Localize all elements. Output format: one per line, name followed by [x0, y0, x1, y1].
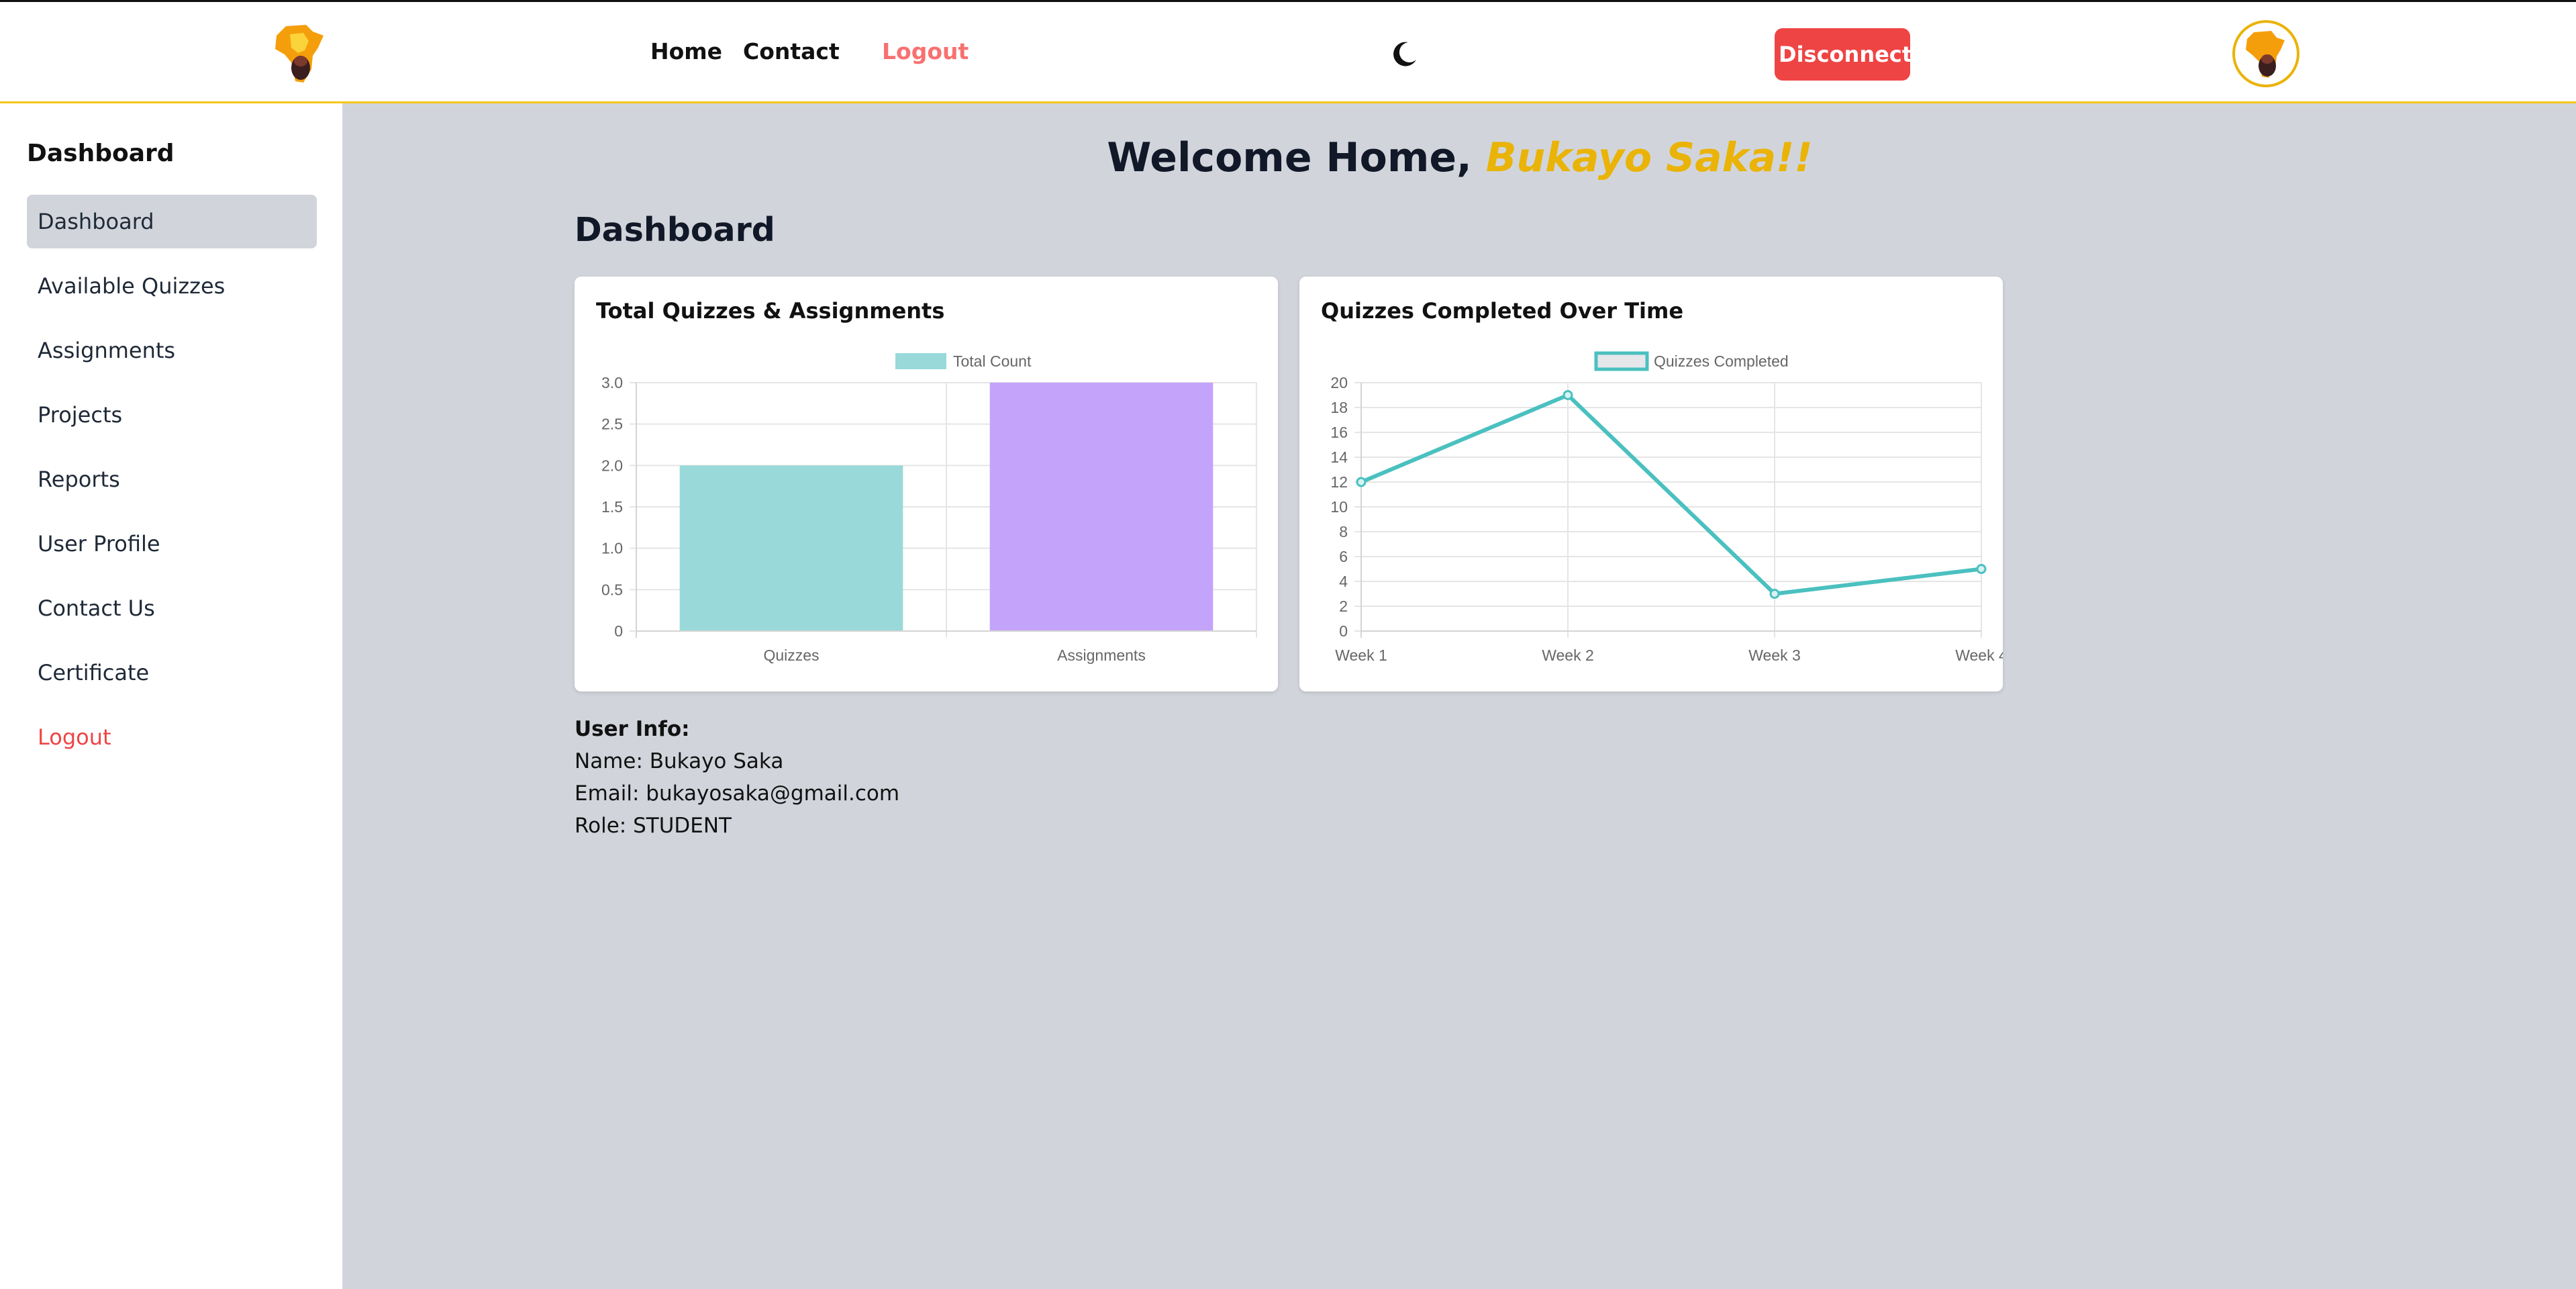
nav-logout-link[interactable]: Logout — [882, 38, 969, 64]
welcome-heading: Welcome Home, Bukayo Saka!! — [344, 134, 2576, 181]
x-tick-label: Week 4 — [1955, 647, 2003, 664]
data-point — [1563, 390, 1573, 400]
nav-home-link[interactable]: Home — [650, 38, 723, 64]
sidebar-item-dashboard[interactable]: Dashboard — [27, 195, 317, 248]
user-info-name: Name: Bukayo Saka — [575, 749, 784, 773]
page-title: Dashboard — [575, 211, 775, 249]
sidebar-item-reports[interactable]: Reports — [38, 467, 120, 492]
legend-swatch — [895, 353, 946, 369]
sidebar-item-assignments[interactable]: Assignments — [38, 338, 176, 363]
y-tick-label: 12 — [1330, 473, 1348, 491]
y-tick-label: 2 — [1339, 598, 1348, 615]
y-tick-label: 14 — [1330, 448, 1348, 466]
user-info-role: Role: STUDENT — [575, 814, 732, 838]
data-point — [1769, 589, 1780, 599]
line-chart-title: Quizzes Completed Over Time — [1321, 298, 1684, 324]
sidebar-item-available-quizzes[interactable]: Available Quizzes — [38, 273, 226, 299]
series-line — [1360, 393, 1982, 596]
line-chart: Quizzes Completed 0 2 4 6 8 10 12 14 16 18 20 Week 1… — [1330, 351, 2003, 664]
y-tick-label: 6 — [1339, 548, 1348, 565]
data-point — [1976, 564, 1987, 574]
y-tick-label: 4 — [1339, 573, 1348, 590]
y-tick-label: 1.0 — [601, 540, 623, 557]
line-chart-card: Quizzes Completed Over Time Quizzes Comp… — [1299, 277, 2003, 691]
avatar-icon — [2246, 31, 2285, 78]
sidebar-title: Dashboard — [27, 140, 175, 167]
legend-label: Quizzes Completed — [1654, 352, 1789, 370]
sidebar-item-user-profile[interactable]: User Profile — [38, 531, 160, 557]
welcome-prefix: Welcome Home, — [1107, 134, 1486, 181]
sidebar: Dashboard Dashboard Available Quizzes As… — [0, 103, 344, 1289]
bar-chart-card: Total Quizzes & Assignments Total Count 0… — [575, 277, 1278, 691]
bar-chart-title: Total Quizzes & Assignments — [596, 298, 945, 324]
nav-contact-link[interactable]: Contact — [743, 38, 840, 64]
bar-chart: Total Count 0 0.5 1.0 1.5 2.0 2.5 3.0 Quizzes Ass… — [601, 352, 1257, 664]
user-info: User Info: Name: Bukayo Saka Email: buka… — [575, 713, 899, 842]
data-point — [1356, 477, 1367, 487]
avatar[interactable] — [2232, 20, 2299, 87]
y-tick-label: 10 — [1330, 498, 1348, 516]
y-tick-label: 0.5 — [601, 581, 623, 598]
y-tick-label: 16 — [1330, 424, 1348, 441]
sidebar-item-projects[interactable]: Projects — [38, 402, 123, 428]
y-tick-label: 1.5 — [601, 498, 623, 516]
moon-icon[interactable] — [1389, 40, 1419, 69]
y-tick-label: 20 — [1330, 374, 1348, 391]
legend-label: Total Count — [953, 352, 1032, 370]
x-tick-label: Assignments — [1057, 647, 1146, 664]
y-tick-label: 3.0 — [601, 374, 623, 391]
disconnect-button[interactable]: Disconnect — [1775, 28, 1912, 81]
legend-swatch — [1594, 351, 1649, 371]
y-tick-label: 8 — [1339, 523, 1348, 540]
user-info-heading: User Info: — [575, 717, 690, 741]
sidebar-item-certificate[interactable]: Certificate — [38, 660, 150, 685]
logo-icon[interactable] — [271, 22, 328, 87]
x-tick-label: Week 1 — [1335, 647, 1387, 664]
welcome-user-name: Bukayo Saka!! — [1485, 134, 1813, 181]
y-tick-label: 2.5 — [601, 416, 623, 433]
y-tick-label: 2.0 — [601, 457, 623, 474]
bar — [679, 465, 903, 631]
y-tick-label: 18 — [1330, 399, 1348, 416]
y-tick-label: 0 — [614, 622, 623, 640]
bar — [989, 383, 1213, 631]
sidebar-item-contact-us[interactable]: Contact Us — [38, 595, 155, 621]
y-tick-label: 0 — [1339, 622, 1348, 640]
user-info-email: Email: bukayosaka@gmail.com — [575, 781, 900, 806]
x-tick-label: Quizzes — [763, 647, 819, 664]
x-tick-label: Week 3 — [1748, 647, 1801, 664]
top-navbar: Home Contact Logout Disconnect — [0, 0, 2576, 103]
sidebar-item-logout[interactable]: Logout — [38, 724, 111, 750]
x-tick-label: Week 2 — [1542, 647, 1594, 664]
